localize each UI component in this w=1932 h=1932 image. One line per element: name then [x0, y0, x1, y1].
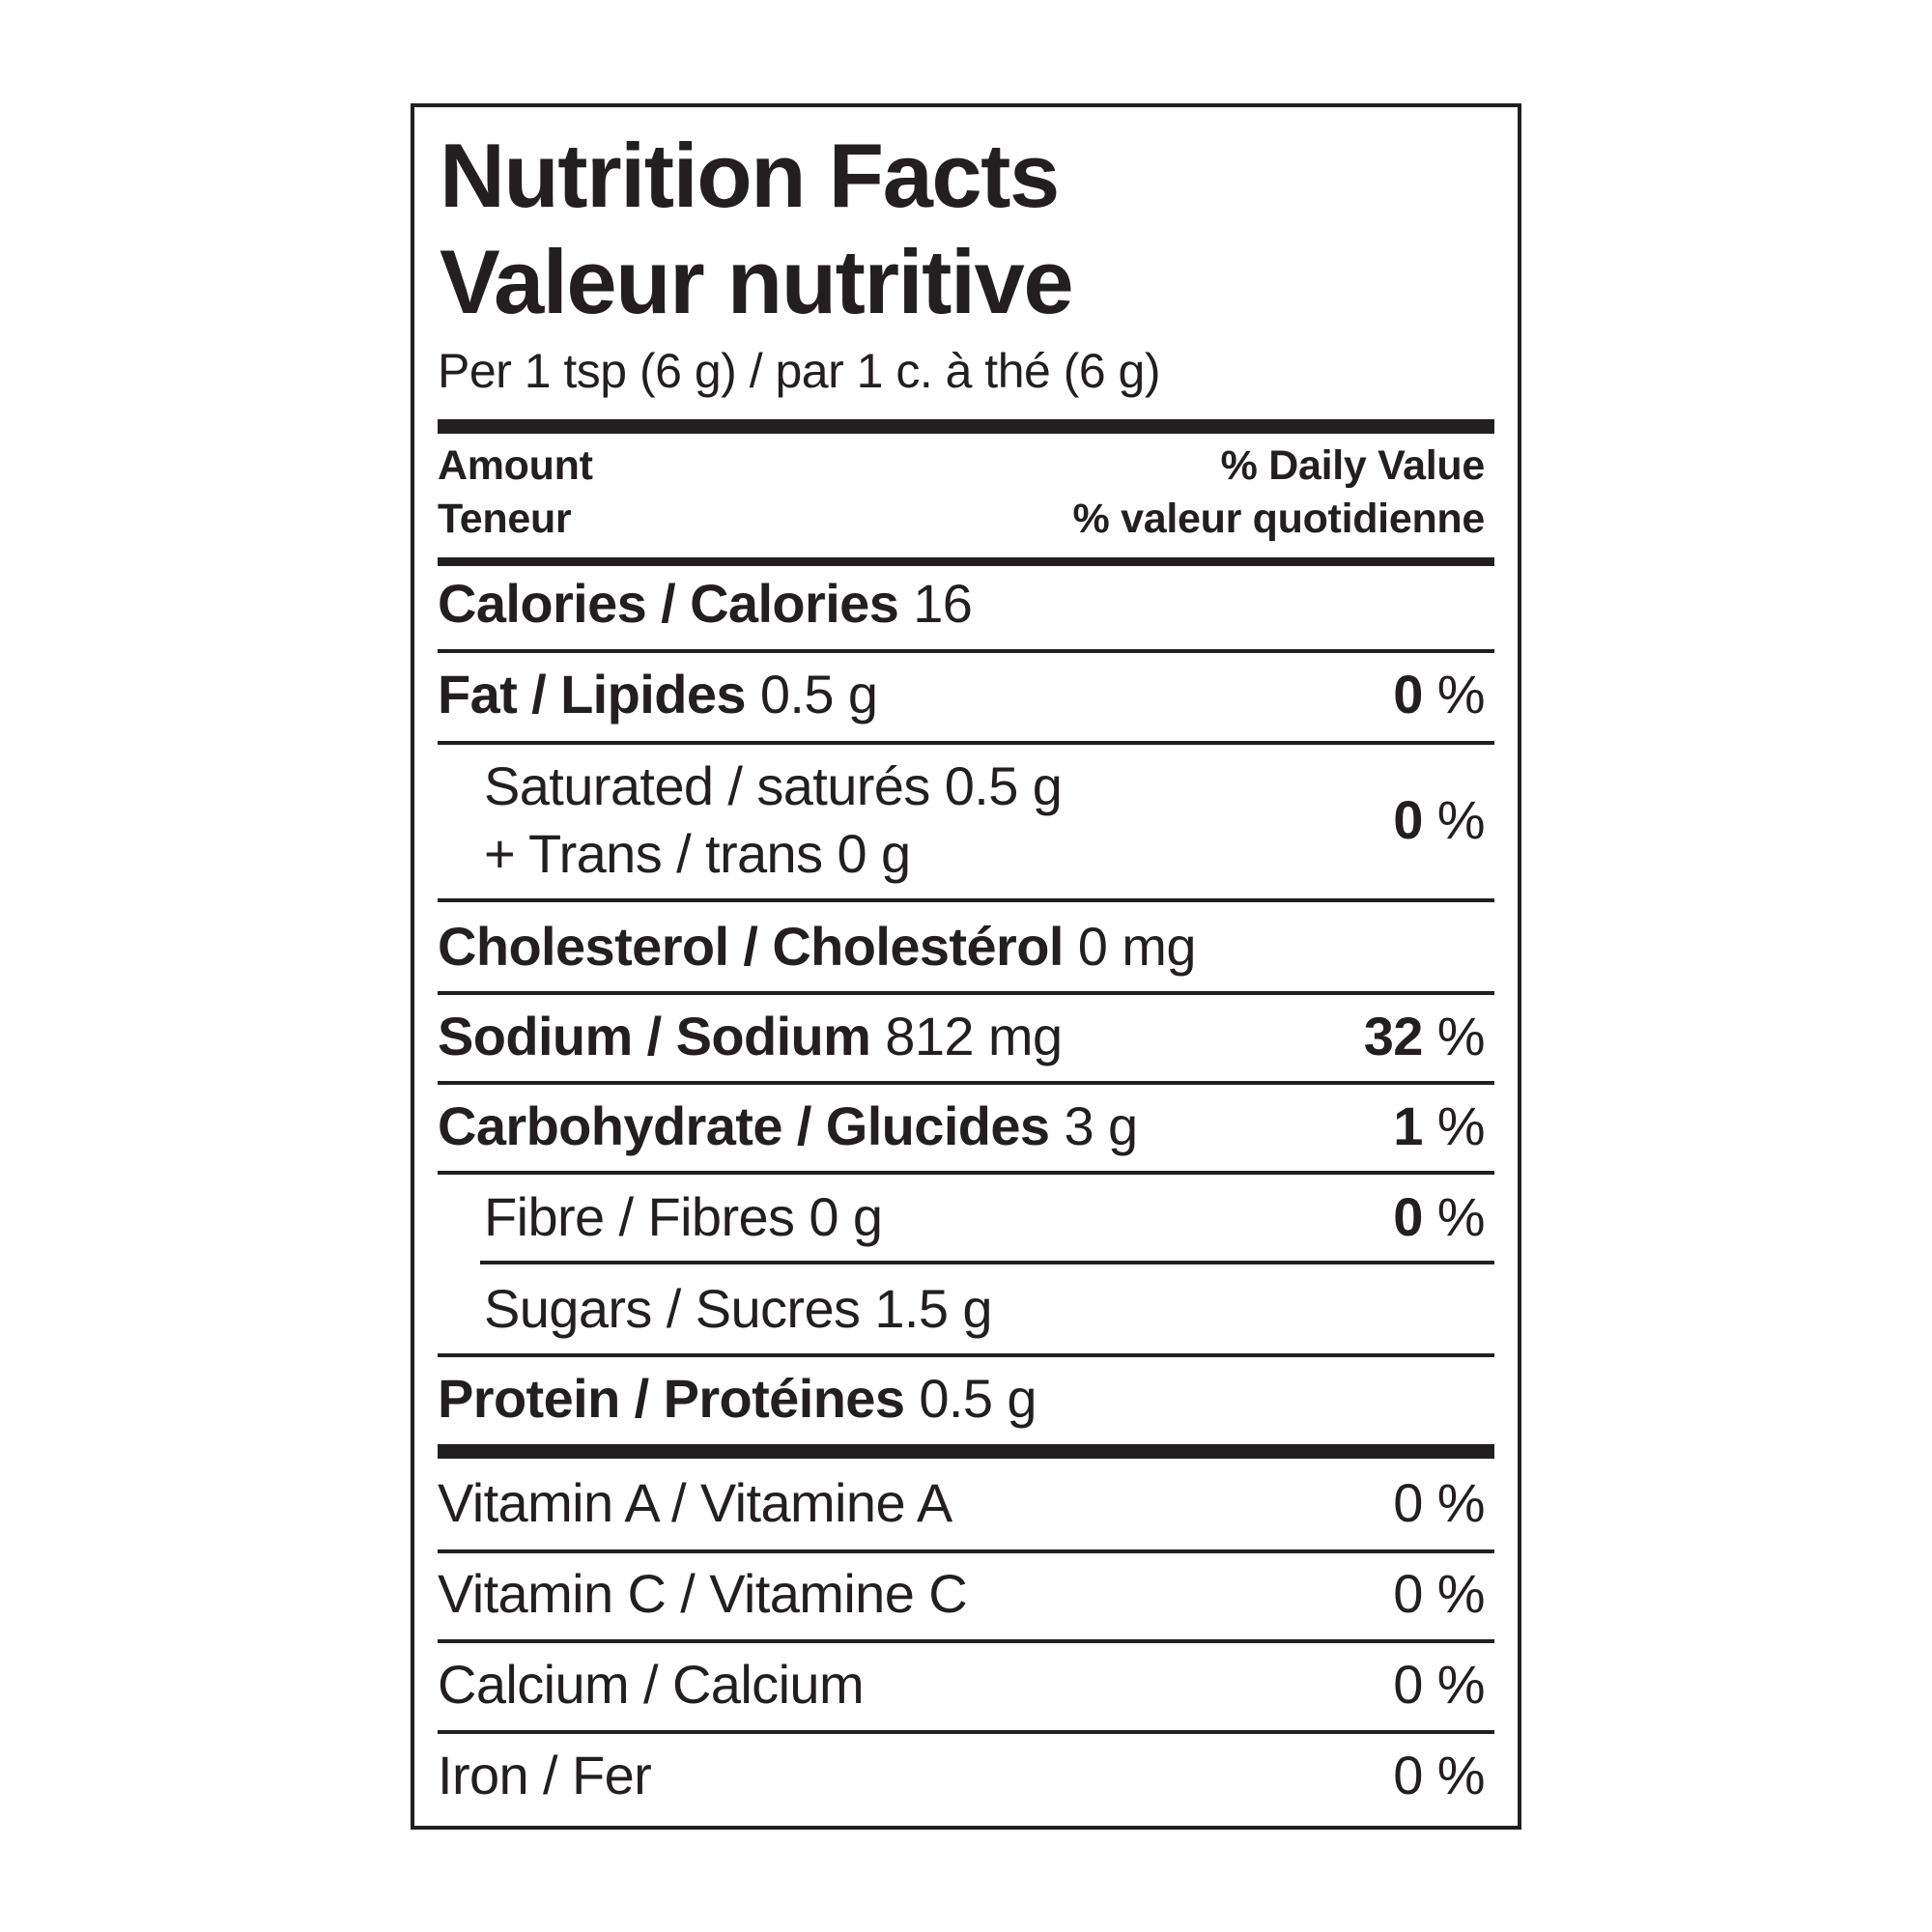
nutrient-text: + Trans / trans 0 g	[484, 823, 911, 884]
daily-value: 0 %	[1393, 1562, 1485, 1626]
dv-number: 32	[1363, 1006, 1424, 1066]
dv-number: 0	[1393, 1472, 1423, 1533]
header-label: Teneur	[438, 496, 572, 542]
rule	[438, 991, 1494, 995]
dv-number: 0	[1393, 1186, 1423, 1247]
daily-value: 0 %	[1393, 1185, 1485, 1249]
title: Valeur nutritive	[440, 231, 1074, 332]
dv-unit: %	[1436, 1095, 1486, 1156]
dv-number: 0	[1393, 1745, 1423, 1805]
dv-unit: %	[1436, 1563, 1486, 1624]
nutrient-amount: 3 g	[1064, 1095, 1138, 1156]
nutrient-row: + Trans / trans 0 g	[484, 822, 911, 886]
vitamin-name: Vitamin A / Vitamine A	[438, 1472, 952, 1533]
nutrient-text: Sugars / Sucres 1.5 g	[484, 1278, 993, 1339]
nutrient-amount: 0.5 g	[759, 664, 878, 724]
daily-value: 0 %	[1393, 1653, 1485, 1717]
vitamin-row: Iron / Fer	[438, 1744, 652, 1807]
rule	[438, 1081, 1494, 1085]
header-label: Amount	[438, 442, 593, 489]
vitamin-name: Calcium / Calcium	[438, 1654, 865, 1715]
nutrient-amount: 812 mg	[885, 1006, 1063, 1066]
nutrient-row: Sugars / Sucres 1.5 g	[484, 1277, 993, 1341]
rule	[438, 1549, 1494, 1553]
vitamin-row: Vitamin C / Vitamine C	[438, 1562, 968, 1626]
dv-unit: %	[1436, 664, 1486, 724]
daily-value: 0 %	[1393, 1744, 1485, 1807]
rule	[438, 1171, 1494, 1175]
thick-rule	[438, 557, 1494, 566]
vitamin-name: Vitamin C / Vitamine C	[438, 1563, 968, 1624]
header-label: % Daily Value	[1220, 442, 1486, 489]
nutrient-row: Saturated / saturés 0.5 g	[484, 754, 1063, 818]
label-border	[411, 103, 1521, 1830]
nutrient-amount: 0.5 g	[919, 1368, 1037, 1429]
serving: Per 1 tsp (6 g) / par 1 c. à thé (6 g)	[438, 344, 1161, 398]
daily-value: 32 %	[1363, 1005, 1486, 1068]
rule	[438, 898, 1494, 902]
thick-rule	[438, 1444, 1494, 1459]
nutrient-name: Sodium / Sodium	[438, 1006, 871, 1066]
daily-value: 0 %	[1393, 788, 1485, 852]
nutrient-amount: 0 mg	[1077, 916, 1197, 977]
nutrient-row: Cholesterol / Cholestérol 0 mg	[438, 915, 1196, 979]
rule	[438, 1730, 1494, 1734]
nutrient-row: Protein / Protéines 0.5 g	[438, 1367, 1037, 1431]
dv-number: 0	[1393, 1654, 1423, 1715]
nutrient-name: Calories / Calories	[438, 573, 899, 634]
nutrient-name: Carbohydrate / Glucides	[438, 1095, 1050, 1156]
daily-value: 1 %	[1393, 1094, 1485, 1158]
nutrient-text: Fibre / Fibres 0 g	[484, 1186, 883, 1247]
nutrient-amount: 16	[913, 573, 973, 634]
dv-unit: %	[1436, 789, 1486, 850]
nutrient-row: Fibre / Fibres 0 g	[484, 1185, 883, 1249]
daily-value: 0 %	[1393, 663, 1485, 726]
vitamin-row: Vitamin A / Vitamine A	[438, 1471, 952, 1535]
dv-unit: %	[1436, 1472, 1486, 1533]
rule	[438, 649, 1494, 653]
nutrient-row: Fat / Lipides 0.5 g	[438, 663, 878, 726]
nutrient-row: Calories / Calories 16	[438, 572, 973, 636]
rule	[480, 1261, 1494, 1264]
nutrient-name: Cholesterol / Cholestérol	[438, 916, 1064, 977]
rule	[438, 1639, 1494, 1643]
dv-number: 0	[1393, 1563, 1423, 1624]
nutrient-name: Fat / Lipides	[438, 664, 747, 724]
dv-number: 0	[1393, 789, 1423, 850]
rule	[438, 1353, 1494, 1357]
daily-value: 0 %	[1393, 1471, 1485, 1535]
nutrient-row: Sodium / Sodium 812 mg	[438, 1005, 1063, 1068]
nutrient-row: Carbohydrate / Glucides 3 g	[438, 1094, 1138, 1158]
nutrient-name: Protein / Protéines	[438, 1368, 905, 1429]
dv-number: 0	[1393, 664, 1423, 724]
header-label: % valeur quotidienne	[1072, 496, 1486, 542]
dv-unit: %	[1436, 1745, 1486, 1805]
vitamin-name: Iron / Fer	[438, 1745, 652, 1805]
rule	[438, 741, 1494, 745]
dv-unit: %	[1436, 1654, 1486, 1715]
dv-unit: %	[1436, 1006, 1486, 1066]
nutrient-text: Saturated / saturés 0.5 g	[484, 755, 1063, 816]
vitamin-row: Calcium / Calcium	[438, 1653, 865, 1717]
dv-unit: %	[1436, 1186, 1486, 1247]
title: Nutrition Facts	[440, 125, 1060, 226]
thick-rule	[438, 419, 1494, 434]
dv-number: 1	[1393, 1095, 1423, 1156]
